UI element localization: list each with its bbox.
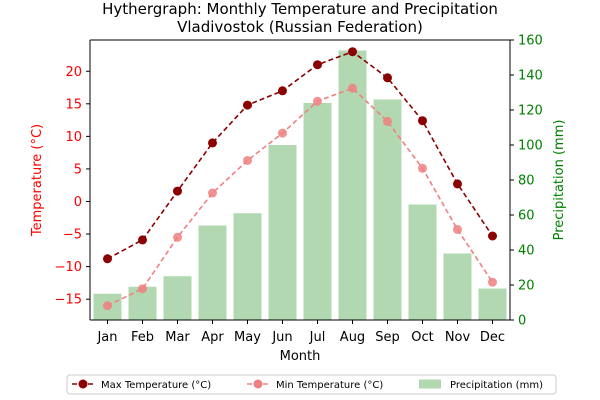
legend-marker: [253, 379, 263, 389]
precipitation-bar: [233, 213, 262, 320]
right-axis-label: Precipitation (mm): [552, 120, 567, 241]
legend-label: Min Temperature (°C): [276, 380, 383, 391]
precipitation-bar: [268, 145, 297, 320]
chart-title: Hythergraph: Monthly Temperature and Pre…: [102, 0, 498, 18]
max-temperature-point: [418, 116, 427, 126]
precipitation-bar: [478, 288, 507, 320]
precipitation-bar: [303, 103, 332, 320]
min-temperature-point: [208, 188, 217, 198]
left-tick-label: −10: [55, 260, 82, 275]
x-tick-label: Jul: [309, 330, 326, 345]
max-temperature-point: [383, 73, 392, 83]
x-tick-label: Dec: [480, 330, 505, 345]
x-tick-label: Jun: [271, 330, 292, 345]
precipitation-bar: [198, 225, 227, 320]
right-tick-label: 100: [518, 139, 543, 154]
left-tick-label: 15: [65, 97, 82, 112]
min-temperature-point: [313, 96, 322, 106]
right-tick-label: 0: [518, 314, 526, 329]
max-temperature-point: [208, 138, 217, 148]
max-temperature-point: [488, 231, 497, 241]
min-temperature-point: [418, 163, 427, 173]
max-temperature-point: [173, 186, 182, 196]
precipitation-bar: [163, 276, 192, 320]
precipitation-bars: [93, 50, 507, 320]
max-temperature-line: [107, 50, 494, 260]
left-tick-label: −15: [55, 293, 82, 308]
chart-subtitle: Vladivostok (Russian Federation): [177, 18, 423, 36]
precipitation-bar: [338, 50, 367, 320]
min-temperature-point: [173, 232, 182, 242]
max-temperature-point: [313, 60, 322, 70]
min-temperature-point: [348, 83, 357, 93]
min-temperature-point: [243, 155, 252, 165]
left-tick-label: 10: [65, 130, 82, 145]
axes: Jan Feb Mar Apr May Jun Jul Aug Sep Oct Nov Dec −15 −…: [55, 34, 543, 346]
right-tick-label: 40: [518, 244, 535, 259]
max-temperature-point: [138, 235, 147, 245]
left-tick-label: 20: [65, 65, 82, 80]
left-tick-label: 0: [74, 195, 82, 210]
right-tick-label: 60: [518, 209, 535, 224]
legend-label: Precipitation (mm): [450, 380, 543, 391]
right-tick-label: 140: [518, 69, 543, 84]
right-tick-label: 120: [518, 104, 543, 119]
legend-label: Max Temperature (°C): [101, 380, 211, 391]
left-tick-label: −5: [63, 228, 82, 243]
legend-swatch: [419, 379, 441, 389]
left-tick-label: 5: [74, 162, 82, 177]
max-temperature-point: [453, 179, 462, 189]
min-temperature-point: [488, 277, 497, 287]
min-temperature-point: [138, 284, 147, 294]
x-tick-label: Feb: [131, 330, 154, 345]
x-tick-label: Apr: [201, 330, 224, 345]
x-tick-label: Oct: [411, 330, 433, 345]
precipitation-bar: [373, 99, 402, 320]
right-tick-label: 160: [518, 34, 543, 49]
max-temperature-point: [243, 100, 252, 110]
max-temperature-point: [348, 47, 357, 57]
legend: Max Temperature (°C) Min Temperature (°C)…: [66, 374, 557, 395]
x-tick-label: Aug: [340, 330, 365, 345]
legend-marker: [78, 379, 88, 389]
min-temperature-point: [453, 224, 462, 234]
x-tick-label: Nov: [445, 330, 471, 345]
min-temperature-point: [383, 116, 392, 126]
x-tick-label: Sep: [375, 330, 400, 345]
x-axis-label: Month: [280, 349, 321, 364]
temperature-lines: [103, 47, 497, 311]
min-temperature-point: [103, 301, 112, 311]
x-tick-label: May: [234, 330, 261, 345]
left-axis-label: Temperature (°C): [30, 124, 45, 237]
min-temperature-point: [278, 128, 287, 138]
x-tick-label: Jan: [96, 330, 117, 345]
max-temperature-point: [278, 86, 287, 96]
min-temperature-line: [107, 87, 494, 307]
precipitation-bar: [443, 253, 472, 320]
right-tick-label: 20: [518, 279, 535, 294]
right-tick-label: 80: [518, 174, 535, 189]
max-temperature-point: [103, 254, 112, 264]
precipitation-bar: [408, 204, 437, 320]
x-tick-label: Mar: [165, 330, 190, 345]
